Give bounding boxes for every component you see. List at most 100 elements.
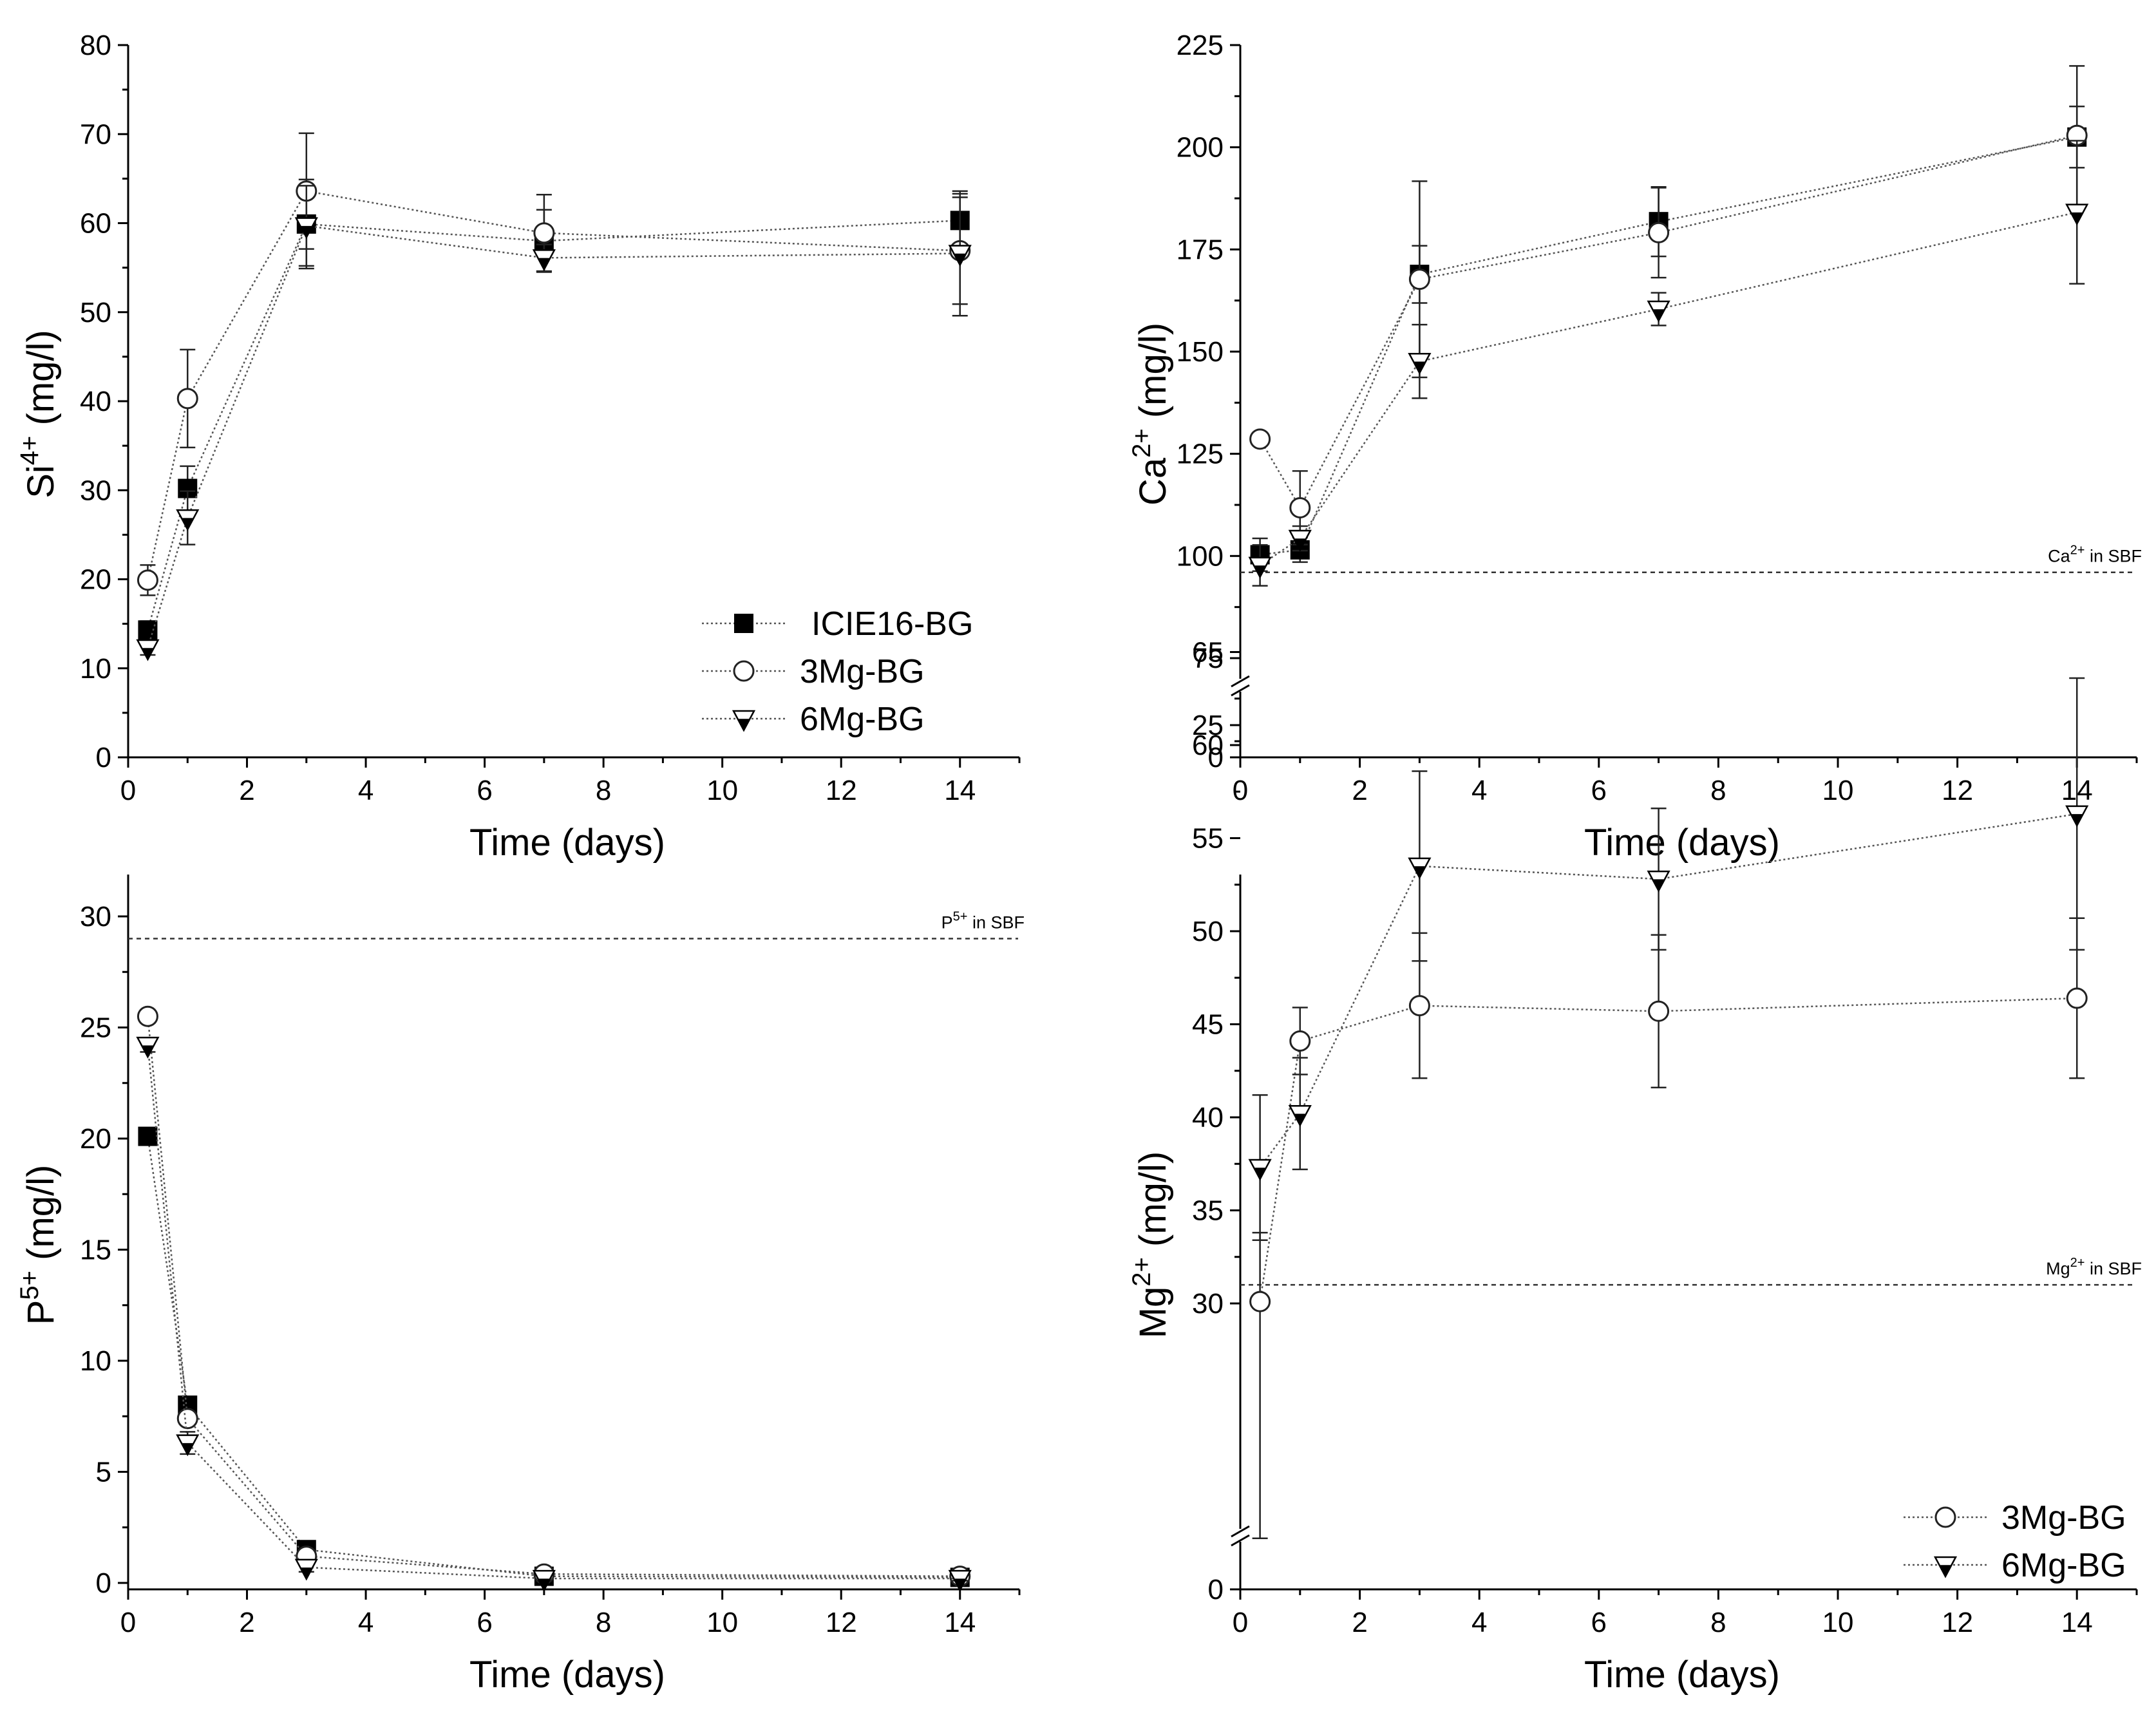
y-tick-label: 10 <box>80 653 111 685</box>
data-point-fill <box>954 1578 965 1592</box>
series-6Mg-BG <box>136 185 972 661</box>
data-point-fill <box>301 225 312 239</box>
legend: 3Mg-BG 6Mg-BG <box>1904 1499 2126 1584</box>
y-tick-label: 50 <box>80 297 111 328</box>
series-6Mg-BG <box>1248 677 2089 1241</box>
x-tick-label: 2 <box>1352 1607 1367 1638</box>
y-tick-label: 55 <box>1192 823 1224 855</box>
data-point <box>138 620 158 640</box>
axis-break-mark <box>1231 1525 1250 1538</box>
y-tick-label: 60 <box>1192 730 1224 761</box>
legend-marker <box>1934 1506 1956 1528</box>
y-tick-label: 35 <box>1192 1195 1224 1227</box>
y-tick-label: 70 <box>80 118 111 150</box>
y-tick-label: 50 <box>1192 916 1224 947</box>
series-ICIE16-BG <box>138 178 970 640</box>
x-tick-label: 4 <box>1471 1607 1487 1638</box>
data-point <box>176 1408 198 1430</box>
x-tick-label: 14 <box>944 1607 976 1638</box>
y-axis-label-sup: 4+ <box>15 436 44 466</box>
y-axis-label-rest: (mg/l) <box>20 330 62 435</box>
series-ICIE16-BG <box>1250 105 2087 573</box>
data-point-fill <box>1414 361 1425 375</box>
series-3Mg-BG <box>137 1005 971 1587</box>
y-tick-label: 150 <box>1177 336 1224 368</box>
data-point-fill <box>1653 309 1664 322</box>
y-tick-label: 20 <box>80 564 111 596</box>
x-tick-label: 0 <box>1233 1607 1248 1638</box>
x-axis-label: Time (days) <box>469 1654 665 1696</box>
series-line <box>1259 997 2077 1302</box>
x-tick-label: 8 <box>596 1607 611 1638</box>
reference-line-label: Ca2+ in SBF <box>2048 544 2142 566</box>
x-tick-label: 12 <box>1942 1607 1973 1638</box>
data-point-fill <box>954 253 965 267</box>
x-tick-label: 8 <box>1710 1607 1726 1638</box>
series-line <box>1259 211 2077 566</box>
series-line <box>147 1045 960 1580</box>
data-point <box>1648 1000 1670 1022</box>
data-point-fill <box>1294 538 1305 552</box>
y-tick-label: 225 <box>1177 30 1224 61</box>
x-tick-label: 0 <box>1233 775 1248 806</box>
y-tick-label: 40 <box>1192 1102 1224 1133</box>
x-axis-label: Time (days) <box>1584 1654 1780 1696</box>
data-point <box>1289 497 1311 518</box>
x-axis-label: Time (days) <box>469 822 665 864</box>
x-tick-label: 6 <box>1591 1607 1607 1638</box>
data-point-fill <box>1414 866 1425 879</box>
x-tick-label: 6 <box>477 1607 492 1638</box>
x-tick-label: 12 <box>826 1607 857 1638</box>
x-tick-label: 6 <box>1591 775 1607 806</box>
data-point <box>1648 222 1670 243</box>
y-axis-label-base: P <box>20 1300 62 1325</box>
data-point <box>2066 987 2088 1009</box>
y-axis-label-rest: (mg/l) <box>1132 1151 1174 1257</box>
x-tick-label: 12 <box>826 775 857 806</box>
reference-line-label-sup: 2+ <box>2070 544 2085 558</box>
x-tick-label: 0 <box>120 1607 136 1638</box>
series-3Mg-BG <box>1249 917 2088 1540</box>
series-line <box>147 220 960 630</box>
x-tick-label: 8 <box>1710 775 1726 806</box>
series-6Mg-BG <box>1248 140 2089 587</box>
data-point-fill <box>2072 212 2083 225</box>
series-3Mg-BG <box>1249 65 2088 545</box>
data-point-fill <box>142 1045 153 1059</box>
y-tick-label: 20 <box>80 1123 111 1155</box>
y-tick-label: 0 <box>1208 1574 1224 1605</box>
y-tick-label: 100 <box>1177 540 1224 572</box>
y-tick-label: 5 <box>96 1457 111 1488</box>
y-tick-label: 80 <box>80 30 111 61</box>
series-line <box>1259 813 2077 1168</box>
y-axis-label-base: Si <box>20 465 62 498</box>
y-axis-label-rest: (mg/l) <box>20 1165 62 1271</box>
x-tick-label: 2 <box>1352 775 1367 806</box>
reference-line-label-rest: in SBF <box>2085 1259 2142 1278</box>
reference-line-label-sup: 2+ <box>2070 1256 2085 1270</box>
axis-break-mark <box>1231 675 1250 688</box>
y-axis-label-base: Mg <box>1132 1287 1174 1339</box>
series-line <box>147 1136 960 1578</box>
data-point <box>137 569 158 591</box>
x-tick-label: 6 <box>477 775 492 806</box>
data-point <box>176 388 198 410</box>
y-axis-label: P5+ (mg/l) <box>15 1165 62 1325</box>
legend-marker <box>734 614 753 633</box>
y-tick-label: 175 <box>1177 234 1224 265</box>
y-tick-label: 45 <box>1192 1009 1224 1041</box>
series-line <box>1260 136 2077 556</box>
legend-label: 3Mg-BG <box>800 653 925 690</box>
x-tick-label: 12 <box>1942 775 1973 806</box>
data-point-fill <box>301 1567 312 1580</box>
data-point-fill <box>182 1443 193 1456</box>
data-point-fill <box>538 1578 549 1592</box>
legend-label: 6Mg-BG <box>800 701 925 738</box>
legend-label: 6Mg-BG <box>2001 1547 2126 1584</box>
y-tick-label: 200 <box>1177 132 1224 164</box>
y-tick-label: 0 <box>96 742 111 773</box>
y-tick-label: 25 <box>80 1012 111 1044</box>
